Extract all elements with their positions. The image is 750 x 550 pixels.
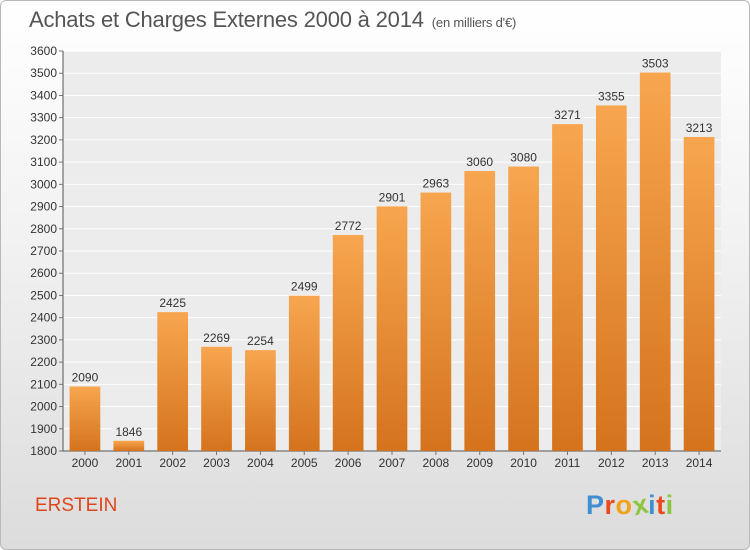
x-tick-label: 2014 — [686, 456, 713, 470]
y-tick-label: 2800 — [30, 222, 57, 236]
bar — [157, 312, 189, 451]
x-tick-label: 2000 — [72, 456, 99, 470]
bar — [69, 386, 101, 451]
value-label: 2772 — [335, 219, 362, 233]
logo-letter: o — [615, 490, 633, 520]
y-tick-label: 3400 — [30, 88, 57, 102]
value-label: 1846 — [115, 425, 142, 439]
proxiti-logo: Proxiti — [586, 489, 674, 522]
x-tick-label: 2003 — [203, 456, 230, 470]
y-tick-label: 2900 — [30, 200, 57, 214]
x-tick-label: 2002 — [159, 456, 186, 470]
bar — [595, 105, 627, 451]
value-label: 2963 — [423, 177, 450, 191]
logo-letter: i — [648, 490, 657, 520]
logo-letter: t — [656, 490, 666, 520]
chart-unit: (en milliers d'€) — [431, 15, 517, 30]
y-tick-label: 2500 — [30, 288, 57, 302]
bar — [683, 137, 715, 451]
y-tick-label: 2300 — [30, 333, 57, 347]
x-tick-label: 2013 — [642, 456, 669, 470]
y-tick-label: 2100 — [30, 377, 57, 391]
y-tick-label: 3600 — [30, 44, 57, 58]
bar — [245, 350, 276, 451]
value-label: 2090 — [72, 371, 99, 385]
y-tick-label: 2200 — [30, 355, 57, 369]
value-label: 3355 — [598, 89, 625, 103]
bar — [332, 235, 364, 451]
y-tick-label: 3000 — [30, 177, 57, 191]
x-tick-label: 2001 — [115, 456, 142, 470]
logo-letter: P — [586, 490, 605, 520]
logo-letter: r — [604, 490, 616, 520]
chart-title: Achats et Charges Externes 2000 à 2014 (e… — [29, 7, 516, 33]
bar — [376, 206, 408, 451]
value-label: 2269 — [203, 331, 230, 345]
y-tick-label: 3300 — [30, 111, 57, 125]
y-tick-label: 2400 — [30, 311, 57, 325]
x-tick-label: 2008 — [423, 456, 450, 470]
bar — [552, 124, 583, 451]
bar — [508, 166, 539, 452]
bar — [288, 295, 320, 451]
chart-title-text: Achats et Charges Externes 2000 à 2014 — [29, 7, 424, 32]
y-tick-label: 1900 — [30, 422, 57, 436]
x-tick-label: 2010 — [510, 456, 537, 470]
bar — [113, 440, 145, 451]
y-tick-label: 3500 — [30, 66, 57, 80]
value-label: 3080 — [510, 151, 537, 165]
value-label: 2425 — [159, 296, 186, 310]
value-label: 3060 — [466, 155, 493, 169]
bar — [201, 346, 232, 451]
y-tick-label: 2600 — [30, 266, 57, 280]
logo-letter: i — [665, 490, 674, 520]
value-label: 2901 — [379, 190, 406, 204]
y-tick-label: 1800 — [30, 444, 57, 458]
x-tick-label: 2009 — [466, 456, 493, 470]
value-label: 2254 — [247, 334, 274, 348]
bar — [639, 72, 671, 452]
value-label: 2499 — [291, 280, 318, 294]
value-label: 3213 — [686, 121, 713, 135]
value-label: 3503 — [642, 57, 669, 71]
bar — [464, 171, 496, 451]
x-tick-label: 2011 — [555, 456, 581, 470]
value-label: 3271 — [554, 108, 581, 122]
x-tick-label: 2012 — [598, 456, 625, 470]
y-tick-label: 2000 — [30, 400, 57, 414]
x-tick-label: 2007 — [379, 456, 406, 470]
x-tick-label: 2006 — [335, 456, 362, 470]
bar — [420, 192, 452, 452]
x-tick-label: 2005 — [291, 456, 318, 470]
place-name: ERSTEIN — [35, 495, 118, 516]
y-tick-label: 2700 — [30, 244, 57, 258]
x-tick-label: 2004 — [247, 456, 274, 470]
y-tick-label: 3200 — [30, 133, 57, 147]
y-tick-label: 3100 — [30, 155, 57, 169]
